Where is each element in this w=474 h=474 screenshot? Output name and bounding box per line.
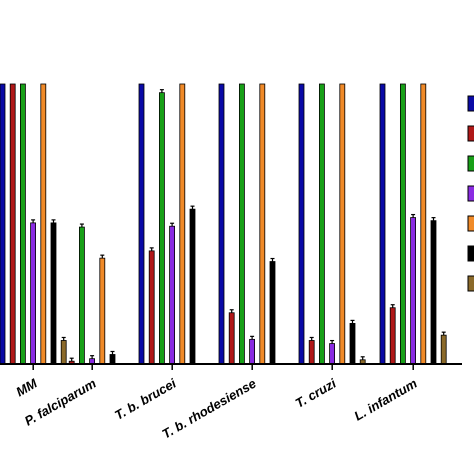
- legend-swatch-2: [467, 155, 474, 172]
- x-tick-label-2: T. b. brucei: [112, 375, 179, 422]
- legend-swatch-5: [467, 245, 474, 262]
- bar-5-4: [420, 83, 427, 365]
- bar-1-2: [79, 226, 85, 365]
- bar-0-4: [40, 83, 47, 365]
- bar-2-1: [148, 250, 155, 365]
- bar-2-3: [169, 225, 176, 365]
- bar-5-2: [399, 83, 406, 365]
- bars-layer: [0, 83, 447, 365]
- legend-swatch-4: [467, 215, 474, 232]
- bar-3-5: [269, 261, 276, 365]
- legend-swatch-0: [467, 95, 474, 112]
- bar-1-4: [99, 257, 106, 365]
- bar-3-3: [249, 338, 256, 365]
- bar-4-0: [298, 83, 305, 365]
- bar-0-5: [50, 222, 57, 365]
- x-tick-label-0: MM: [13, 375, 40, 399]
- legend-swatch-3: [467, 185, 474, 202]
- legend-swatch-6: [467, 275, 474, 292]
- bar-2-5: [189, 208, 196, 365]
- bar-3-2: [238, 83, 245, 365]
- x-tick-label-4: T. cruzi: [293, 375, 339, 410]
- bar-0-6: [60, 340, 67, 365]
- bar-0-3: [30, 222, 37, 365]
- bar-4-5: [349, 322, 356, 365]
- bar-2-2: [158, 92, 165, 365]
- bar-5-0: [379, 83, 386, 365]
- legend-swatch-1: [467, 125, 474, 142]
- bar-3-1: [228, 312, 235, 365]
- bar-3-4: [259, 83, 266, 365]
- bar-5-6: [440, 334, 447, 365]
- bar-4-3: [329, 343, 336, 365]
- bar-5-3: [410, 217, 417, 365]
- x-axis-ticks: [32, 364, 414, 370]
- x-tick-label-5: L. infantum: [352, 375, 421, 423]
- bar-5-5: [430, 220, 437, 365]
- bar-0-0: [0, 83, 6, 365]
- legend: [467, 95, 474, 292]
- bar-2-0: [138, 83, 145, 365]
- bar-4-1: [308, 340, 315, 365]
- bar-0-1: [9, 83, 16, 365]
- bar-4-4: [339, 83, 346, 365]
- bar-0-2: [19, 83, 26, 365]
- bar-1-5: [109, 354, 116, 365]
- bar-4-2: [318, 83, 325, 365]
- bar-5-1: [389, 307, 396, 365]
- bar-2-4: [179, 83, 186, 365]
- bar-3-0: [218, 83, 225, 365]
